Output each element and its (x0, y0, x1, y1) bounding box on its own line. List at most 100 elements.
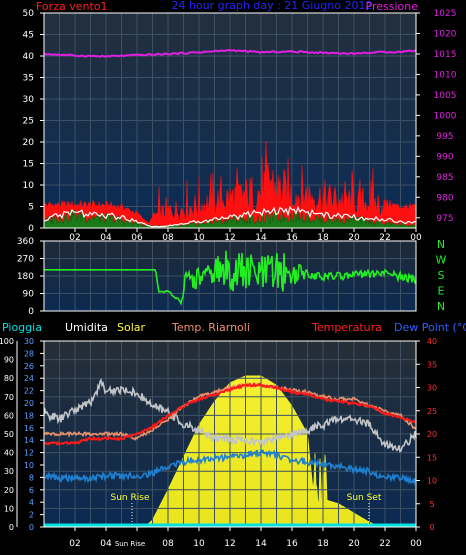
x-tick-label: 04 (100, 233, 112, 243)
left-tick-label: 40 (23, 52, 35, 62)
humidity-scale-tick-label: 8 (29, 473, 34, 482)
left-tick-label: 30 (23, 95, 35, 105)
humidity-scale-tick-label: 28 (24, 349, 34, 358)
direction-tick-label: 180 (17, 272, 34, 282)
compass-label: N (437, 238, 445, 251)
humidity-scale-tick-label: 6 (29, 486, 34, 495)
pioggia-tick-label: 80 (4, 374, 14, 383)
pioggia-tick-label: 90 (4, 356, 14, 365)
right-tick-label: 990 (436, 152, 453, 162)
x-tick-label: 20 (348, 539, 360, 549)
compass-label: N (437, 300, 445, 313)
legend: Pioggia Umidita Solar Temp. Riarnoli Tem… (2, 321, 466, 334)
right-tick-label: 1000 (434, 111, 457, 121)
temperature-tick-label: 15 (427, 453, 437, 462)
pioggia-tick-label: 30 (4, 467, 14, 476)
legend-pioggia: Pioggia (2, 321, 42, 334)
left-tick-label: 50 (23, 9, 35, 19)
pressure-line (43, 49, 417, 58)
humidity-scale-tick-label: 24 (24, 374, 34, 383)
graph-title: 24 hour graph day : 21 Giugno 2012 (171, 0, 372, 12)
humidity-scale-tick-label: 2 (29, 511, 34, 520)
right-tick-label: 1005 (434, 91, 457, 101)
humidity-scale-tick-label: 22 (24, 387, 34, 396)
x-tick-label: 18 (317, 539, 329, 549)
top-right-label: Pressione (366, 0, 419, 13)
top-lines (43, 49, 417, 228)
temperature-tick-label: 30 (427, 384, 437, 393)
pioggia-tick-label: 70 (4, 393, 14, 402)
x-tick-label: 04 (100, 539, 112, 549)
temperature-tick-label: 35 (427, 360, 437, 369)
sun-rise-marker: Sun Rise (111, 493, 150, 525)
compass-label: E (438, 285, 445, 298)
temperature-tick-label: 40 (427, 337, 437, 346)
left-tick-label: 20 (23, 138, 35, 148)
left-tick-label: 25 (23, 117, 34, 127)
x-tick-label: 00 (410, 233, 422, 243)
humidity-scale-tick-label: 20 (24, 399, 34, 408)
humidity-line (43, 377, 417, 453)
pioggia-tick-label: 0 (9, 523, 14, 532)
pioggia-tick-label: 10 (4, 504, 14, 513)
x-tick-label: 20 (348, 233, 360, 243)
temperature-line (43, 381, 417, 446)
x-tick-label: 18 (317, 233, 329, 243)
wind-gust-area (43, 141, 417, 229)
left-tick-label: 45 (23, 31, 34, 41)
x-tick-label: 08 (162, 233, 174, 243)
humidity-scale-tick-label: 4 (29, 498, 34, 507)
legend-temp-riarnoli: Temp. Riarnoli (171, 321, 250, 334)
x-tick-label: 14 (255, 233, 267, 243)
bottom-axes: 0102030405060708090100024681012141618202… (0, 337, 437, 549)
humidity-scale-tick-label: 14 (24, 436, 34, 445)
humidity-scale-tick-label: 30 (24, 337, 34, 346)
compass-label: S (438, 269, 445, 282)
right-tick-label: 1015 (434, 50, 457, 60)
dew-point-line (43, 447, 417, 487)
x-tick-label: 16 (286, 539, 298, 549)
humidity-scale-tick-label: 26 (24, 362, 34, 371)
x-tick-label: 02 (69, 539, 80, 549)
top-axes: 0510152025303540455097598098599099510001… (23, 9, 457, 243)
wind-direction-line (44, 250, 417, 306)
sun-rise-label: Sun Rise (111, 493, 150, 503)
mid-lines (44, 250, 417, 306)
temperature-tick-label: 25 (427, 407, 437, 416)
direction-tick-label: 0 (28, 307, 34, 317)
x-tick-label: 12 (224, 539, 235, 549)
x-tick-label: 02 (69, 233, 80, 243)
x-tick-label: 12 (224, 233, 235, 243)
humidity-scale-tick-label: 10 (24, 461, 34, 470)
compass-label: W (436, 254, 447, 267)
legend-solar: Solar (117, 321, 146, 334)
sun-set-label: Sun Set (347, 493, 382, 503)
direction-tick-label: 360 (17, 237, 34, 247)
humidity-scale-tick-label: 0 (29, 523, 34, 532)
x-tick-label: 10 (193, 233, 205, 243)
direction-tick-label: 90 (23, 290, 35, 300)
pioggia-tick-label: 20 (4, 486, 14, 495)
sun-set-marker: Sun Set (347, 493, 382, 525)
temperature-tick-label: 5 (429, 500, 434, 509)
legend-dew-point: Dew Point (°C) (394, 321, 466, 334)
x-tick-label: 22 (379, 233, 390, 243)
mid-axes: 0 90 180 270 360 (17, 237, 417, 317)
right-tick-label: 1010 (434, 70, 457, 80)
right-tick-label: 980 (436, 193, 453, 203)
mid-panel-frame (43, 240, 417, 312)
left-tick-label: 10 (23, 181, 35, 191)
pioggia-tick-label: 40 (4, 449, 14, 458)
x-tick-label: 14 (255, 539, 267, 549)
temperature-tick-label: 10 (427, 477, 437, 486)
x-tick-label: 06 (131, 233, 143, 243)
bottom-lines (43, 377, 417, 527)
temperature-tick-label: 20 (427, 430, 437, 439)
x-tick-label: 16 (286, 233, 298, 243)
pioggia-tick-label: 60 (4, 411, 14, 420)
sun-rise-axis-label: Sun Rise (115, 540, 145, 548)
